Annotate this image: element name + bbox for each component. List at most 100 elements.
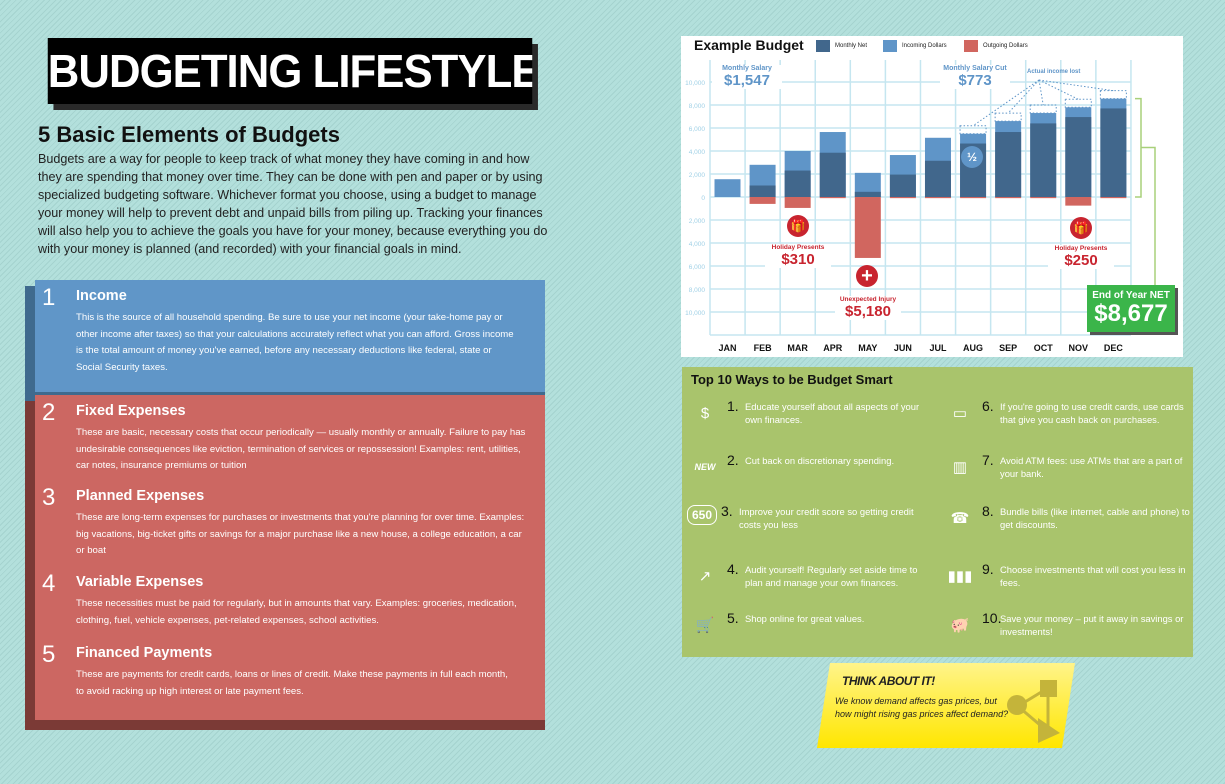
net-bar — [784, 170, 811, 197]
tip-item: NEW 2. Cut back on discretionary spending. — [687, 452, 930, 480]
callout-title: THINK ABOUT IT! — [842, 674, 935, 688]
triangle-node-icon — [1038, 718, 1060, 743]
x-tick-label: JUL — [929, 343, 947, 353]
tip-item: ☎ 8. Bundle bills (like internet, cable an… — [942, 503, 1195, 531]
element-title: Planned Expenses — [76, 488, 205, 504]
half-badge: ½ — [961, 146, 983, 168]
gift-icon: 🎁 — [1070, 217, 1092, 239]
phone-computer-icon: ☎ — [950, 510, 970, 527]
tip-number: 7. — [982, 452, 994, 468]
tip-number: 10. — [982, 610, 1002, 626]
tips-title: Top 10 Ways to be Budget Smart — [691, 372, 893, 387]
outgoing-bar — [1100, 197, 1127, 199]
new-burst-icon: NEW — [694, 462, 716, 472]
y-tick-label: 4,000 — [689, 241, 706, 248]
y-tick-label: 8,000 — [689, 103, 706, 110]
outgoing-bar — [819, 197, 846, 199]
tip-text: Educate yourself about all aspects of yo… — [745, 401, 920, 425]
y-tick-label: 2,000 — [689, 172, 706, 179]
element-title: Fixed Expenses — [76, 403, 186, 419]
element-number: 4 — [42, 570, 56, 597]
think-about-it-callout: THINK ABOUT IT! We know demand affects g… — [815, 663, 1075, 748]
legend-monthly-net: Monthly Net — [816, 40, 867, 52]
x-tick-label: JAN — [718, 343, 736, 353]
tip-item: ↗ 4. Audit yourself! Regularly set aside t… — [687, 561, 930, 589]
brain-dollar-icon: $ — [700, 404, 710, 422]
tip-number: 4. — [727, 561, 739, 577]
tip-text: Cut back on discretionary spending. — [745, 455, 895, 466]
x-tick-label: NOV — [1069, 343, 1089, 353]
lost-income-box — [1064, 98, 1092, 108]
x-tick-label: OCT — [1034, 343, 1054, 353]
shopping-cart-icon: 🛒 — [695, 617, 715, 634]
net-bar — [1030, 123, 1057, 197]
lost-income-box — [959, 125, 987, 135]
legend-incoming: Incoming Dollars — [883, 40, 947, 52]
piggy-bank-icon: 🐖 — [950, 617, 970, 634]
x-tick-label: JUN — [894, 343, 912, 353]
element-title: Financed Payments — [76, 645, 213, 661]
net-connector — [1141, 146, 1156, 285]
lost-income-box — [1099, 90, 1127, 100]
element-title: Income — [76, 288, 127, 304]
net-bar — [924, 160, 951, 197]
x-tick-label: SEP — [999, 343, 1017, 353]
expenses-card: 2 Fixed Expenses These are basic, necess… — [25, 395, 545, 730]
square-node-icon — [1040, 680, 1057, 697]
lost-income-box — [994, 112, 1022, 122]
lost-income-box — [1029, 104, 1057, 114]
element-body: These necessities must be paid for regul… — [76, 598, 517, 626]
y-tick-label: 8,000 — [689, 287, 706, 294]
tip-item: $1. Educate yourself about all aspects of… — [687, 398, 930, 426]
tip-text: Avoid ATM fees: use ATMs that are a part… — [1000, 455, 1183, 479]
net-bar — [749, 185, 776, 197]
element-body: These are long-term expenses for purchas… — [76, 512, 525, 556]
page-title: BUDGETING LIFESTYLES — [47, 38, 533, 104]
tip-item: 650 3. Improve your credit score so gettin… — [687, 503, 924, 531]
element-number: 1 — [42, 284, 56, 311]
element-title: Variable Expenses — [76, 574, 204, 590]
net-bar — [1065, 117, 1092, 197]
holiday-annotation-1: Holiday Presents $310 — [765, 244, 831, 268]
injury-annotation: Unexpected Injury $5,180 — [835, 296, 901, 320]
gift-icon: 🎁 — [787, 215, 809, 237]
x-tick-label: AUG — [963, 343, 983, 353]
x-tick-label: APR — [823, 343, 843, 353]
tip-number: 5. — [727, 610, 739, 626]
net-bracket — [1135, 97, 1142, 198]
y-tick-label: 6,000 — [689, 264, 706, 271]
tip-text: If you're going to use credit cards, use… — [1000, 401, 1184, 425]
income-card: 1 Income This is the source of all house… — [25, 280, 545, 402]
outgoing-bar — [784, 197, 811, 208]
tip-text: Improve your credit score so getting cre… — [739, 506, 914, 530]
outgoing-bar — [854, 197, 881, 258]
outgoing-bar — [1030, 197, 1057, 199]
lost-income-pointer — [1038, 79, 1044, 106]
legend-outgoing: Outgoing Dollars — [964, 40, 1028, 52]
circle-node-icon — [1007, 695, 1027, 715]
element-number: 2 — [42, 399, 56, 426]
tip-item: 🐖 10. Save your money – put it away in sav… — [942, 610, 1195, 638]
bar-graph-icon: ▮▮▮ — [947, 568, 973, 585]
holiday-annotation-2: Holiday Presents $250 — [1048, 245, 1114, 269]
y-tick-label: 4,000 — [689, 149, 706, 156]
end-of-year-net-badge: End of Year NET $8,677 — [1087, 285, 1175, 332]
net-bar — [889, 174, 916, 197]
tip-text: Choose investments that will cost you le… — [1000, 564, 1186, 588]
net-bar — [819, 152, 846, 197]
net-bar — [995, 132, 1022, 197]
callout-background — [817, 663, 1075, 748]
atm-icon: ▥ — [952, 459, 968, 476]
y-tick-label: 2,000 — [689, 218, 706, 225]
salary-annotation: Monthly Salary $1,547 — [712, 65, 782, 89]
y-tick-label: 10,000 — [685, 80, 705, 87]
x-tick-label: FEB — [754, 343, 773, 353]
net-bar — [854, 191, 881, 197]
tip-item: ▥ 7. Avoid ATM fees: use ATMs that are a p… — [942, 452, 1195, 480]
rising-chart-icon: ↗ — [698, 568, 712, 585]
lost-income-pointer — [1038, 79, 1079, 100]
x-tick-label: DEC — [1104, 343, 1124, 353]
callout-body: We know demand affects gas prices, but h… — [835, 696, 1009, 719]
income-lost-label: Actual income lost — [1027, 69, 1081, 75]
outgoing-bar — [889, 197, 916, 199]
